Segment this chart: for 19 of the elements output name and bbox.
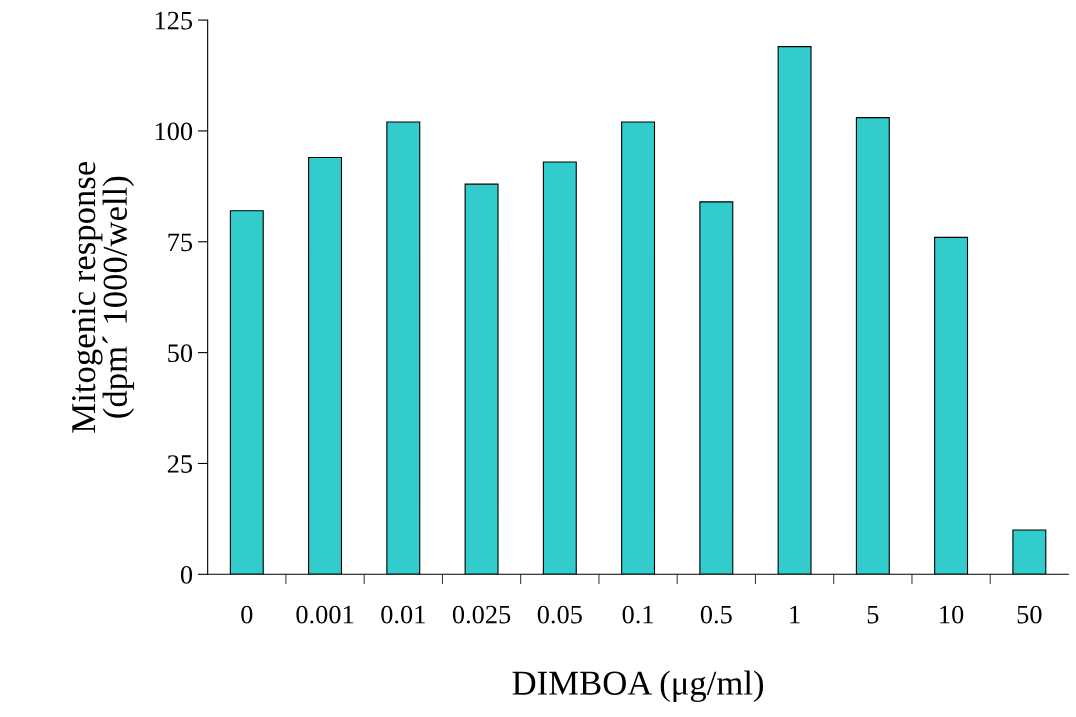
y-tick-label: 0 (180, 565, 193, 584)
x-tick-label: 10 (940, 605, 964, 624)
x-tick-label: 0.025 (452, 605, 511, 624)
x-tick-label: 0 (241, 605, 253, 624)
x-tick-label: 0.1 (622, 605, 653, 624)
y-tick-label: 25 (167, 455, 193, 473)
x-tick-label: 5 (867, 605, 879, 624)
x-axis-title: DIMBOA (μg/ml) (512, 670, 764, 703)
x-tick-label: 0.01 (381, 605, 425, 624)
y-tick-label: 75 (168, 233, 193, 252)
y-tick-label: 125 (155, 11, 193, 30)
y-tick-label: 100 (155, 122, 193, 141)
y-axis-title: Mitogenic response (dpm´ 1000/well) (72, 161, 135, 433)
x-tick-label: 0.001 (296, 605, 354, 624)
x-tick-label: 0.05 (537, 605, 582, 624)
y-tick-label: 50 (168, 344, 193, 363)
x-tick-label: 1 (790, 605, 800, 624)
x-tick-label: 0.5 (700, 605, 732, 624)
x-tick-label: 50 (1017, 605, 1042, 624)
